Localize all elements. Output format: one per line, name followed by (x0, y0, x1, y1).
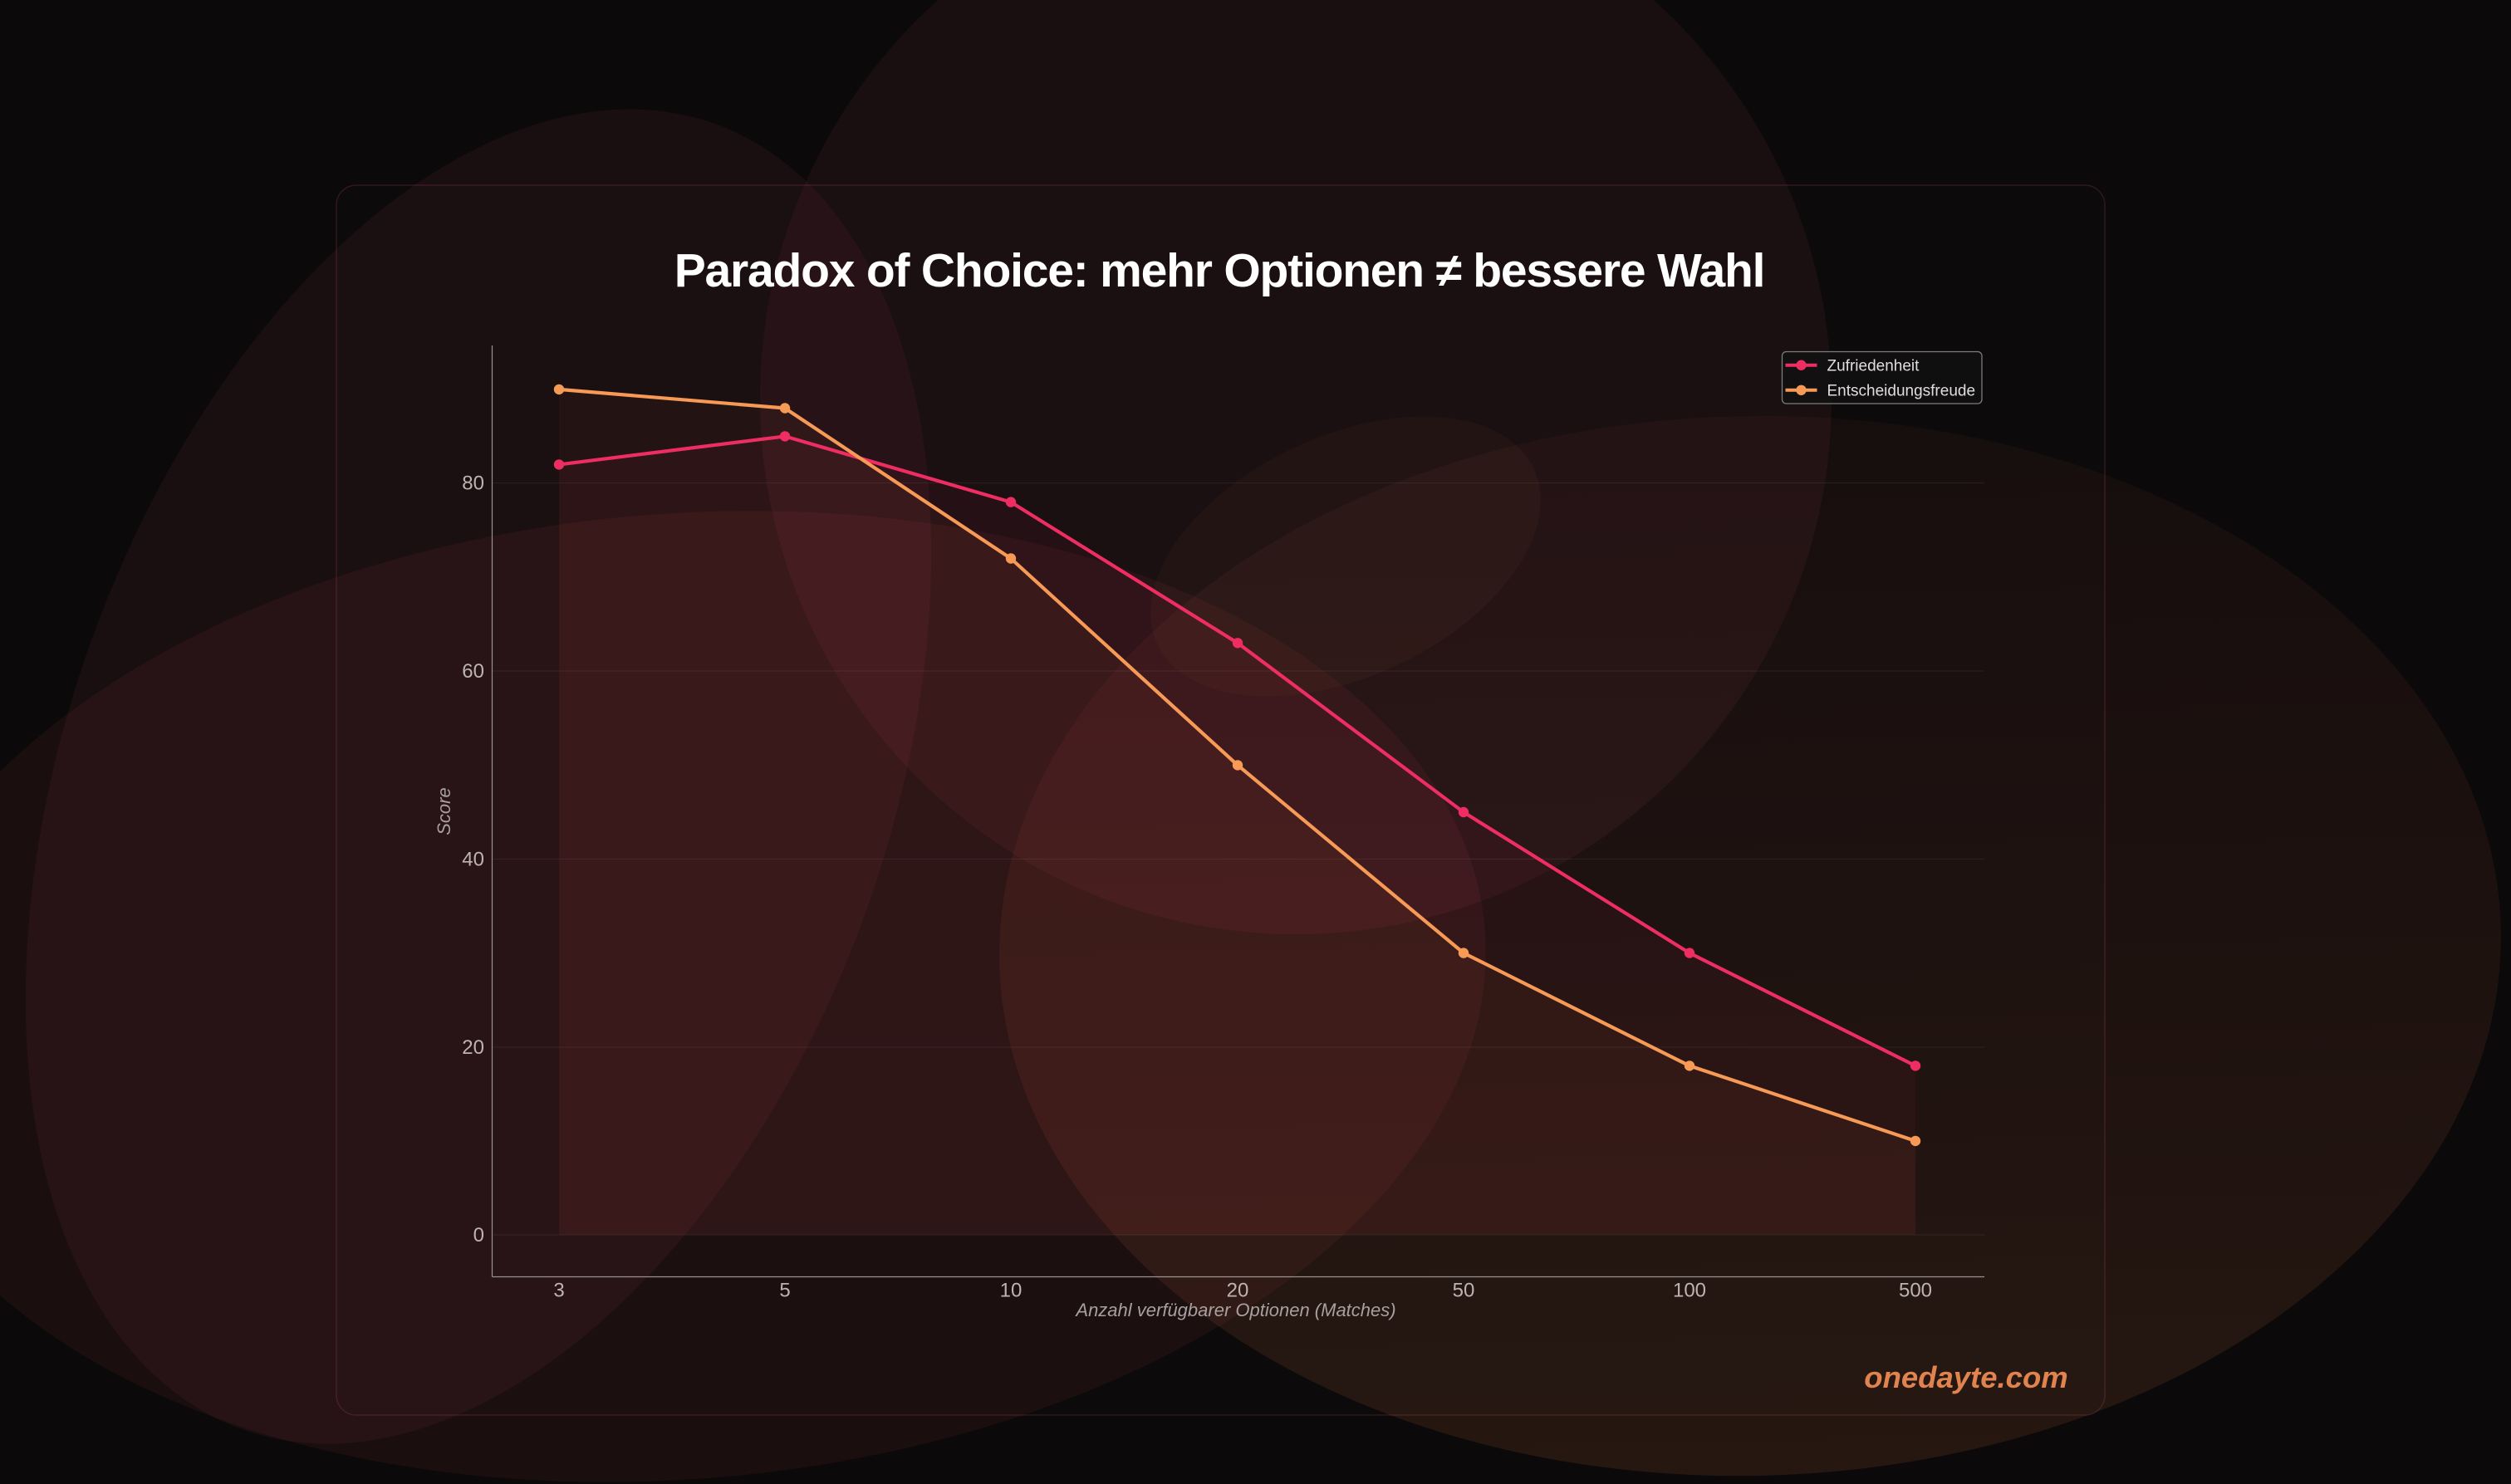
svg-text:Anzahl verfügbarer Optionen (M: Anzahl verfügbarer Optionen (Matches) (1074, 1300, 1395, 1320)
svg-text:Score: Score (434, 787, 454, 835)
svg-text:80: 80 (462, 473, 484, 495)
svg-text:onedayte.com: onedayte.com (1864, 1360, 2067, 1394)
svg-text:Zufriedenheit: Zufriedenheit (1827, 358, 1920, 375)
svg-text:40: 40 (462, 849, 484, 871)
svg-text:20: 20 (462, 1036, 484, 1059)
svg-text:Entscheidungsfreude: Entscheidungsfreude (1827, 383, 1976, 400)
svg-text:50: 50 (1453, 1280, 1475, 1302)
svg-text:5: 5 (779, 1280, 790, 1302)
svg-text:100: 100 (1673, 1280, 1706, 1302)
svg-text:0: 0 (473, 1224, 484, 1246)
svg-text:10: 10 (1000, 1280, 1023, 1302)
svg-text:Paradox of Choice: mehr Option: Paradox of Choice: mehr Optionen ≠ besse… (674, 244, 1765, 297)
svg-text:500: 500 (1899, 1280, 1932, 1302)
svg-text:3: 3 (553, 1280, 564, 1302)
svg-text:60: 60 (462, 660, 484, 683)
svg-text:20: 20 (1227, 1280, 1249, 1302)
